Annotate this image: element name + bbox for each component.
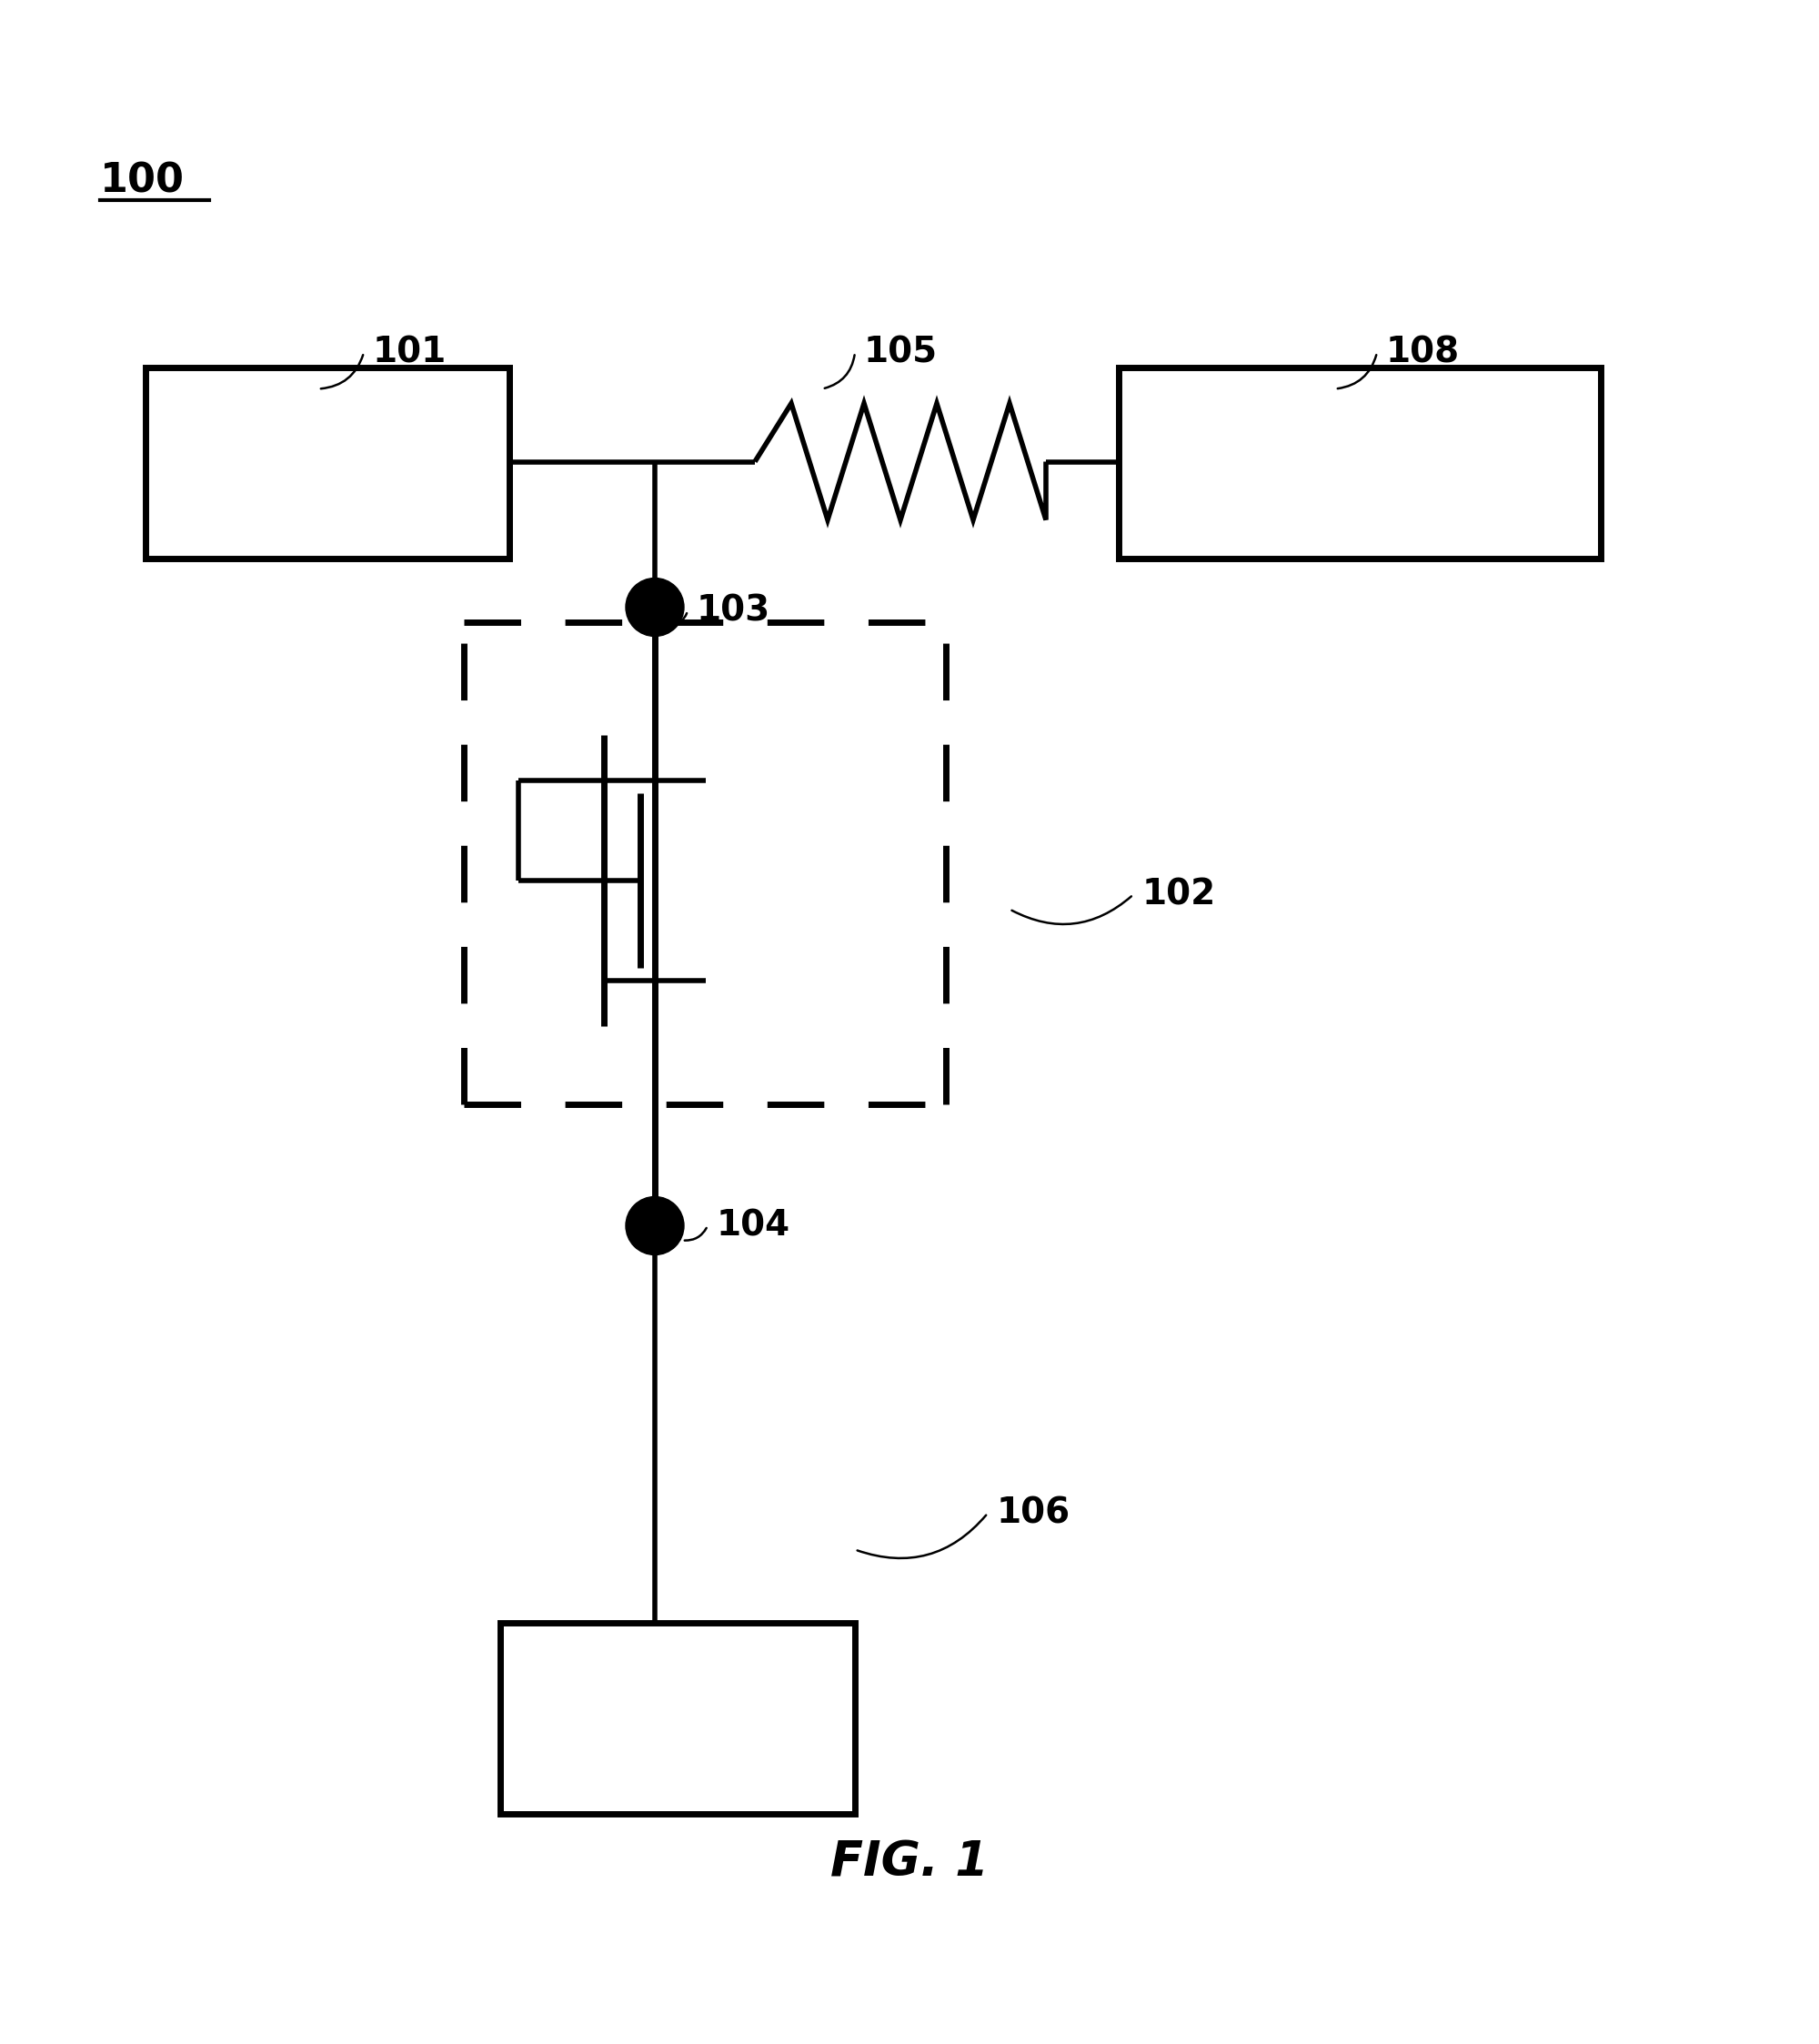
Bar [500,1623,855,1813]
Bar [146,368,509,558]
Text: 105: 105 [864,335,939,370]
Text: 108: 108 [1386,335,1461,370]
Bar [1119,368,1601,558]
Circle shape [626,578,684,636]
Text: 106: 106 [997,1496,1071,1531]
Circle shape [626,1196,684,1255]
Text: FIG. 1: FIG. 1 [829,1840,990,1887]
Text: 100: 100 [100,161,186,200]
Text: 101: 101 [373,335,447,370]
Text: 102: 102 [1142,877,1217,912]
Text: 104: 104 [717,1208,791,1243]
Text: 103: 103 [697,593,771,628]
